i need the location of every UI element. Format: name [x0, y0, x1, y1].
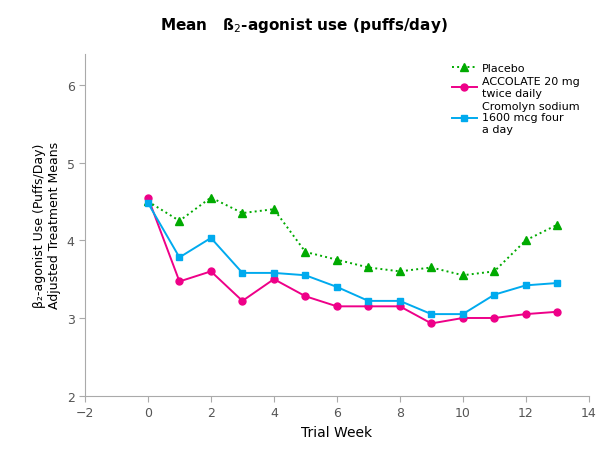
Placebo	[522, 238, 529, 243]
ACCOLATE 20 mg
twice daily	[490, 316, 498, 321]
Cromolyn sodium
1600 mcg four
a day	[302, 273, 309, 278]
Placebo	[208, 195, 215, 201]
ACCOLATE 20 mg
twice daily	[396, 304, 404, 309]
Text: Mean   $\mathregular{ß}_2$-agonist use (puffs/day): Mean $\mathregular{ß}_2$-agonist use (pu…	[160, 16, 447, 35]
ACCOLATE 20 mg
twice daily	[428, 321, 435, 326]
Cromolyn sodium
1600 mcg four
a day	[396, 298, 404, 304]
Line: Placebo: Placebo	[144, 194, 561, 280]
Line: Cromolyn sodium
1600 mcg four
a day: Cromolyn sodium 1600 mcg four a day	[144, 200, 561, 318]
X-axis label: Trial Week: Trial Week	[301, 425, 373, 439]
Placebo	[490, 269, 498, 274]
ACCOLATE 20 mg
twice daily	[144, 195, 152, 201]
Cromolyn sodium
1600 mcg four
a day	[428, 312, 435, 317]
Cromolyn sodium
1600 mcg four
a day	[522, 283, 529, 288]
ACCOLATE 20 mg
twice daily	[176, 279, 183, 284]
Placebo	[428, 265, 435, 271]
ACCOLATE 20 mg
twice daily	[459, 316, 466, 321]
ACCOLATE 20 mg
twice daily	[270, 277, 277, 282]
ACCOLATE 20 mg
twice daily	[365, 304, 372, 309]
Placebo	[176, 218, 183, 224]
Cromolyn sodium
1600 mcg four
a day	[554, 281, 561, 286]
Cromolyn sodium
1600 mcg four
a day	[365, 298, 372, 304]
ACCOLATE 20 mg
twice daily	[333, 304, 341, 309]
Placebo	[459, 273, 466, 278]
Cromolyn sodium
1600 mcg four
a day	[459, 312, 466, 317]
ACCOLATE 20 mg
twice daily	[522, 312, 529, 317]
Cromolyn sodium
1600 mcg four
a day	[333, 284, 341, 290]
Placebo	[396, 269, 404, 274]
Placebo	[333, 258, 341, 263]
Placebo	[239, 211, 246, 216]
Cromolyn sodium
1600 mcg four
a day	[176, 255, 183, 261]
Cromolyn sodium
1600 mcg four
a day	[144, 201, 152, 206]
ACCOLATE 20 mg
twice daily	[302, 294, 309, 299]
Cromolyn sodium
1600 mcg four
a day	[270, 271, 277, 276]
Placebo	[554, 222, 561, 228]
ACCOLATE 20 mg
twice daily	[239, 298, 246, 304]
Y-axis label: β₂-agonist Use (Puffs/Day)
Adjusted Treatment Means: β₂-agonist Use (Puffs/Day) Adjusted Trea…	[33, 142, 61, 308]
Line: ACCOLATE 20 mg
twice daily: ACCOLATE 20 mg twice daily	[144, 195, 561, 327]
Placebo	[270, 207, 277, 212]
Placebo	[144, 199, 152, 205]
ACCOLATE 20 mg
twice daily	[554, 309, 561, 315]
ACCOLATE 20 mg
twice daily	[208, 269, 215, 274]
Placebo	[365, 265, 372, 271]
Cromolyn sodium
1600 mcg four
a day	[490, 292, 498, 298]
Cromolyn sodium
1600 mcg four
a day	[239, 271, 246, 276]
Cromolyn sodium
1600 mcg four
a day	[208, 236, 215, 241]
Placebo	[302, 250, 309, 255]
Legend: Placebo, ACCOLATE 20 mg
twice daily, Cromolyn sodium
1600 mcg four
a day: Placebo, ACCOLATE 20 mg twice daily, Cro…	[449, 60, 583, 138]
